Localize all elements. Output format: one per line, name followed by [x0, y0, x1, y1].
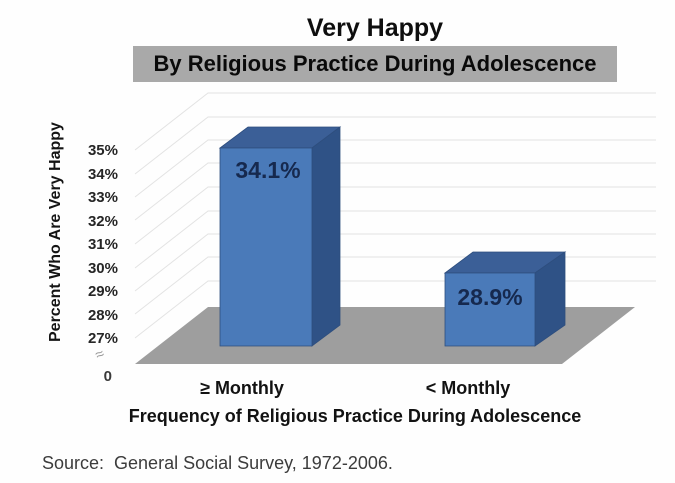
y-tick: 31% [88, 236, 118, 253]
bar-side-face [311, 126, 341, 347]
gridline-34 [134, 116, 656, 175]
x-category-lt-monthly: < Monthly [425, 378, 511, 398]
bar-lt-monthly: 28.9% [443, 251, 567, 347]
chart-title: Very Happy [306, 14, 444, 42]
x-category-ge-monthly: ≥ Monthly [200, 378, 284, 398]
y-tick-labels: 35% 34% 33% 32% 31% 30% 29% 28% 27% [88, 142, 118, 347]
y-tick: 33% [88, 189, 118, 206]
gridline-32 [134, 162, 656, 221]
y-tick: 30% [88, 260, 118, 277]
gridline-35 [134, 92, 656, 151]
y-tick: 28% [88, 307, 118, 324]
gridline-31 [134, 186, 656, 245]
chart-subtitle: By Religious Practice During Adolescence [153, 51, 597, 76]
gridline-29 [134, 233, 656, 292]
gridlines [134, 92, 656, 339]
source-note: Source: General Social Survey, 1972-2006… [42, 453, 393, 473]
bar-front-face [444, 272, 536, 347]
gridline-30 [134, 210, 656, 269]
x-axis-title: Frequency of Religious Practice During A… [128, 406, 582, 426]
y-tick: 34% [88, 166, 118, 183]
bar-front-face [219, 147, 313, 347]
chart-subtitle-band: By Religious Practice During Adolescence [133, 46, 617, 82]
bar-value-label: 28.9% [457, 284, 522, 310]
gridline-33 [134, 139, 656, 198]
y-tick: 35% [88, 142, 118, 159]
axis-break-icon: ≈ [93, 345, 107, 364]
y-tick: 29% [88, 283, 118, 300]
y-tick: 27% [88, 330, 118, 347]
bar-value-label: 34.1% [235, 157, 300, 183]
y-axis-zero-label: 0 [104, 368, 112, 385]
bar-ge-monthly: 34.1% [218, 126, 342, 347]
gridline-28 [134, 256, 656, 315]
y-tick: 32% [88, 213, 118, 230]
